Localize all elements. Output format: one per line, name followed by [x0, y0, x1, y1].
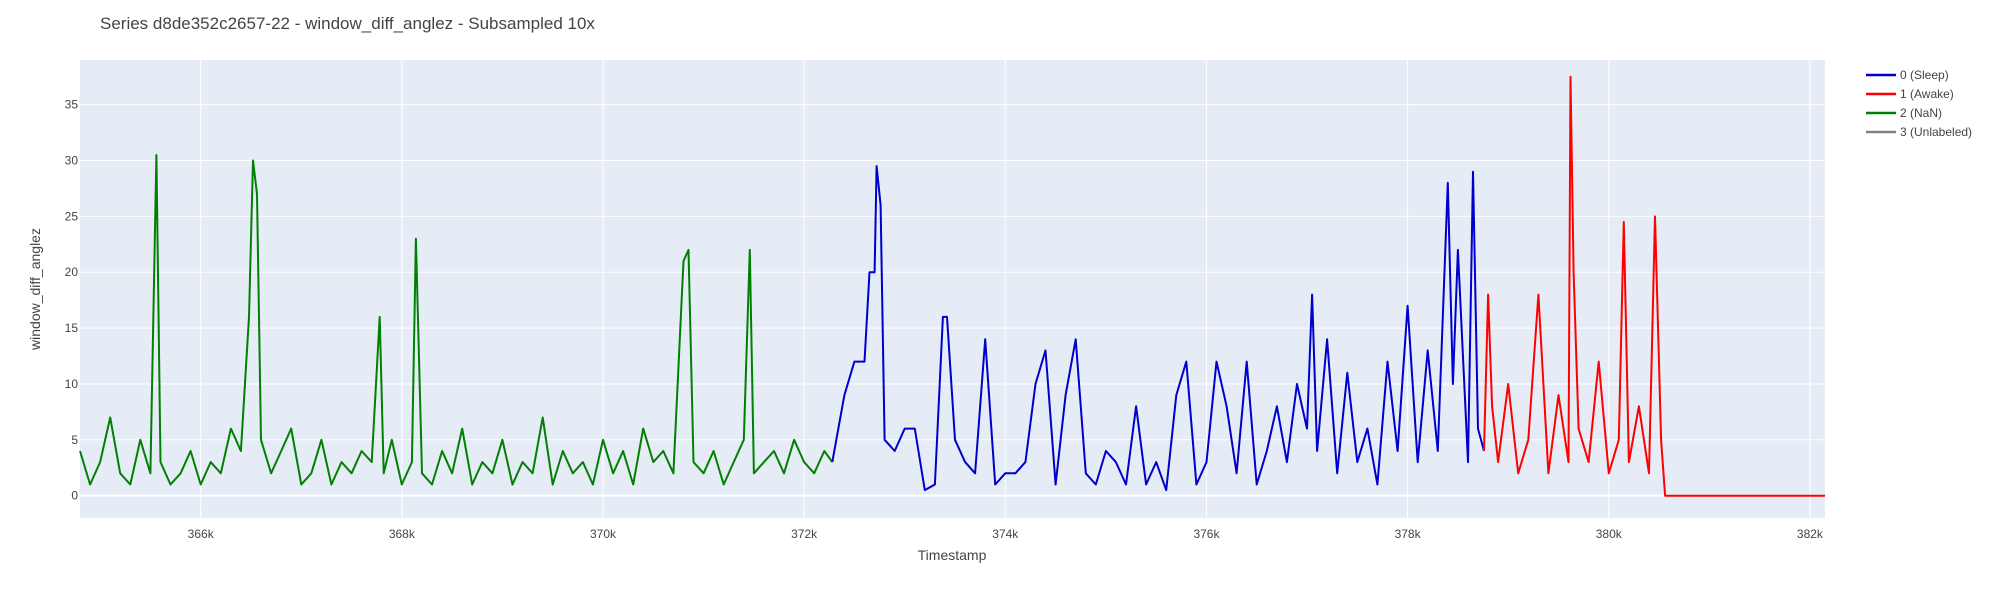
y-tick-label: 25 [65, 209, 79, 223]
x-tick-label: 370k [590, 527, 617, 541]
y-tick-label: 35 [65, 98, 79, 112]
y-tick-label: 0 [71, 489, 78, 503]
x-tick-label: 368k [389, 527, 416, 541]
y-tick-label: 15 [65, 321, 79, 335]
legend-item-2-nan[interactable]: 2 (NaN) [1866, 106, 1942, 120]
y-tick-label: 30 [65, 154, 79, 168]
legend-label: 3 (Unlabeled) [1900, 125, 1972, 139]
y-tick-label: 10 [65, 377, 79, 391]
legend-label: 0 (Sleep) [1900, 68, 1949, 82]
y-axis-title: window_diff_anglez [27, 228, 43, 351]
x-tick-label: 380k [1596, 527, 1623, 541]
series-line-2-nan [79, 154, 834, 486]
x-axis-title: Timestamp [918, 547, 987, 563]
x-tick-label: 366k [188, 527, 215, 541]
series-layer [79, 75, 1825, 497]
series-line-1-awake [1483, 75, 1825, 497]
legend-label: 1 (Awake) [1900, 87, 1954, 101]
grid-layer [80, 60, 1825, 518]
x-axis: 366k 368k 370k 372k 374k 376k 378k 380k 382k [188, 527, 1824, 541]
x-tick-label: 378k [1395, 527, 1422, 541]
legend-item-0-sleep[interactable]: 0 (Sleep) [1866, 68, 1949, 82]
legend[interactable]: 0 (Sleep) 1 (Awake) 2 (NaN) 3 (Unlabeled) [1866, 68, 1972, 139]
series-line-0-sleep [831, 165, 1485, 492]
x-tick-label: 372k [791, 527, 818, 541]
y-axis: 0 5 10 15 20 25 30 35 [65, 98, 79, 503]
plot-area [80, 60, 1825, 518]
x-tick-label: 382k [1797, 527, 1824, 541]
y-tick-label: 20 [65, 265, 79, 279]
x-tick-label: 376k [1193, 527, 1220, 541]
legend-item-1-awake[interactable]: 1 (Awake) [1866, 87, 1954, 101]
legend-item-3-unlabeled[interactable]: 3 (Unlabeled) [1866, 125, 1972, 139]
y-tick-label: 5 [71, 433, 78, 447]
x-tick-label: 374k [992, 527, 1019, 541]
legend-label: 2 (NaN) [1900, 106, 1942, 120]
chart-title: Series d8de352c2657-22 - window_diff_ang… [100, 14, 595, 33]
